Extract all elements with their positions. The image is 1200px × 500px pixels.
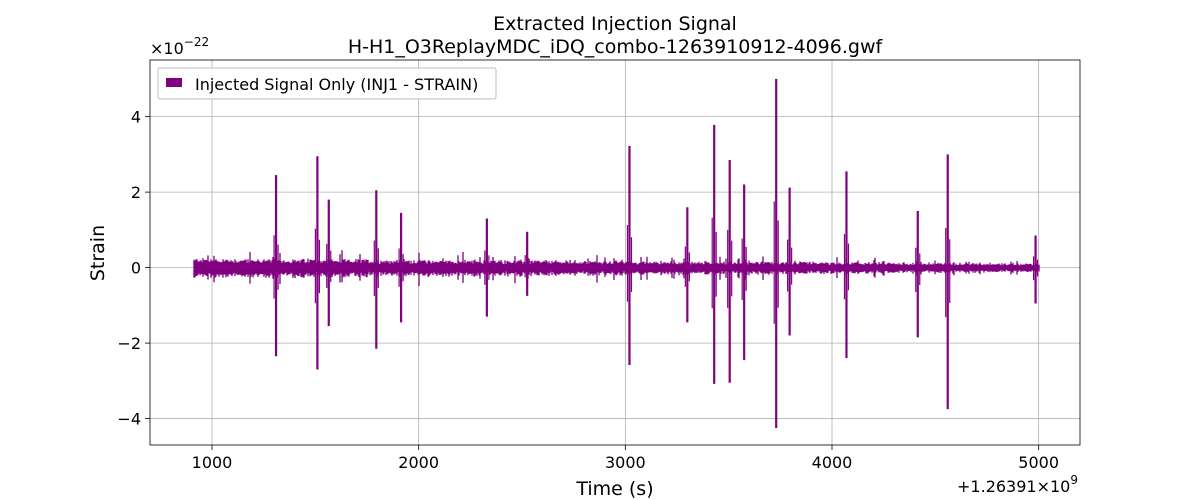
x-tick-label: 2000 <box>398 453 439 472</box>
legend-box <box>157 67 497 100</box>
legend-swatch <box>166 78 182 87</box>
x-axis-label: Time (s) <box>575 478 653 500</box>
y-scale-label: ×10−22 <box>150 35 209 58</box>
grid <box>150 60 1080 445</box>
axes-frame <box>149 59 1081 446</box>
legend-entry-label: Injected Signal Only (INJ1 - STRAIN) <box>195 75 478 94</box>
y-tick-label: 2 <box>131 183 141 202</box>
chart-title-line2: H-H1_O3ReplayMDC_iDQ_combo-1263910912-40… <box>348 36 884 58</box>
y-axis-label: Strain <box>87 225 109 281</box>
x-tick-label: 3000 <box>605 453 646 472</box>
ticks: 1000 2000 3000 4000 5000 −4 −2 0 2 4 <box>117 108 1059 472</box>
x-tick-label: 1000 <box>192 453 233 472</box>
y-tick-label: 0 <box>131 259 141 278</box>
y-tick-label: 4 <box>131 108 141 127</box>
signal-series <box>193 78 1040 429</box>
x-tick-label: 5000 <box>1018 453 1059 472</box>
x-tick-label: 4000 <box>812 453 853 472</box>
x-offset-label: +1.26391×109 <box>957 473 1078 496</box>
chart-title-line1: Extracted Injection Signal <box>493 13 737 35</box>
legend: Injected Signal Only (INJ1 - STRAIN) <box>157 67 497 100</box>
y-tick-label: −4 <box>117 410 141 429</box>
y-tick-label: −2 <box>117 334 141 353</box>
signal-baseline <box>193 250 1040 286</box>
